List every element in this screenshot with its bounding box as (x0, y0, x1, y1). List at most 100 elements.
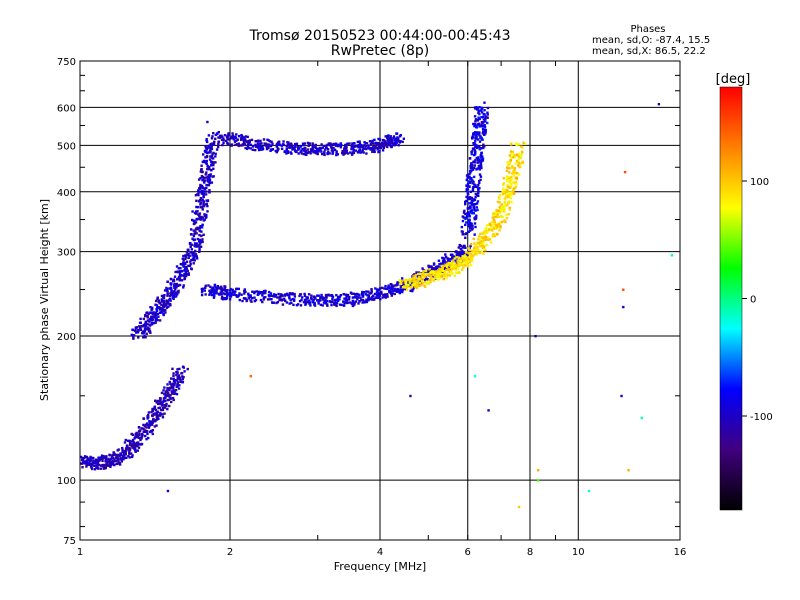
scatter-point (386, 139, 389, 142)
scatter-point (495, 208, 499, 212)
scatter-point (163, 404, 167, 407)
scatter-point (472, 141, 475, 145)
scatter-point (517, 161, 521, 164)
scatter-point (509, 143, 513, 146)
scatter-point (167, 388, 171, 392)
scatter-point (364, 144, 368, 148)
scatter-point (510, 201, 513, 204)
scatter-point (376, 291, 380, 295)
scatter-point (402, 287, 405, 291)
scatter-point (480, 111, 484, 114)
scatter-point (437, 259, 441, 262)
scatter-point (136, 435, 139, 438)
scatter-point (113, 452, 116, 455)
scatter-point (195, 199, 198, 202)
scatter-point (171, 293, 174, 297)
scatter-point (442, 257, 446, 260)
scatter-point (475, 132, 478, 135)
scatter-point (89, 459, 93, 462)
x-tick-label: 16 (674, 547, 687, 558)
scatter-point (155, 317, 158, 320)
scatter-point (372, 148, 375, 152)
scatter-point (138, 443, 141, 446)
scatter-point (471, 179, 474, 182)
scatter-point (154, 399, 157, 403)
scatter-point (358, 300, 361, 303)
scatter-point (262, 289, 266, 293)
scatter-point (166, 293, 169, 296)
scatter-point (465, 184, 469, 188)
scatter-point (257, 145, 261, 148)
scatter-point (163, 406, 167, 409)
scatter-point (375, 146, 378, 149)
scatter-point (423, 284, 426, 287)
scatter-point (98, 458, 102, 461)
scatter-point (172, 374, 175, 378)
scatter-point (116, 457, 120, 461)
scatter-point (498, 205, 501, 209)
scatter-point (237, 294, 240, 297)
scatter-point (459, 255, 462, 259)
scatter-point (474, 150, 477, 154)
scatter-point (622, 305, 625, 309)
scatter-point (259, 142, 262, 145)
scatter-point (200, 168, 203, 171)
scatter-point (171, 296, 175, 299)
scatter-point (215, 132, 219, 136)
scatter-point (321, 146, 325, 149)
scatter-point (367, 144, 370, 147)
scatter-point (90, 467, 94, 471)
scatter-point (351, 147, 354, 150)
scatter-point (471, 249, 474, 253)
scatter-point (189, 242, 192, 246)
scatter-point (417, 276, 421, 279)
scatter-point (118, 461, 121, 465)
scatter-point (175, 293, 179, 296)
scatter-point (196, 237, 200, 241)
scatter-point (205, 138, 208, 141)
scatter-point (335, 150, 338, 153)
scatter-point (415, 271, 418, 274)
scatter-point (477, 189, 480, 192)
scatter-point (422, 276, 425, 279)
scatter-point (176, 382, 179, 386)
scatter-point (345, 295, 348, 299)
scatter-point (234, 143, 237, 147)
scatter-point (205, 190, 208, 193)
scatter-point (157, 406, 160, 410)
scatter-point (242, 139, 245, 142)
scatter-point (443, 271, 446, 275)
scatter-point (276, 147, 280, 150)
scatter-point (157, 417, 160, 420)
scatter-point (281, 294, 284, 297)
scatter-point (163, 386, 166, 389)
scatter-point (500, 208, 503, 212)
scatter-point (177, 289, 180, 293)
scatter-point (238, 292, 241, 295)
scatter-point (175, 286, 178, 289)
scatter-point (435, 272, 439, 276)
scatter-point (484, 228, 487, 231)
scatter-point (326, 143, 329, 147)
scatter-point (201, 216, 205, 219)
scatter-point (185, 260, 189, 263)
scatter-point (371, 294, 375, 298)
scatter-point (296, 145, 300, 148)
scatter-point (154, 321, 157, 324)
scatter-point (260, 142, 263, 145)
scatter-point (326, 304, 329, 307)
scatter-point (386, 293, 389, 296)
y-tick-label: 600 (57, 103, 76, 114)
scatter-point (312, 295, 316, 298)
scatter-point (304, 151, 307, 155)
scatter-point (395, 284, 398, 287)
scatter-point (136, 445, 139, 448)
scatter-point (510, 193, 513, 196)
scatter-point (337, 295, 340, 299)
scatter-point (148, 327, 151, 330)
scatter-point (208, 191, 211, 194)
scatter-point (470, 199, 474, 202)
scatter-point (179, 379, 182, 382)
scatter-point (498, 201, 502, 204)
scatter-point (150, 316, 154, 319)
